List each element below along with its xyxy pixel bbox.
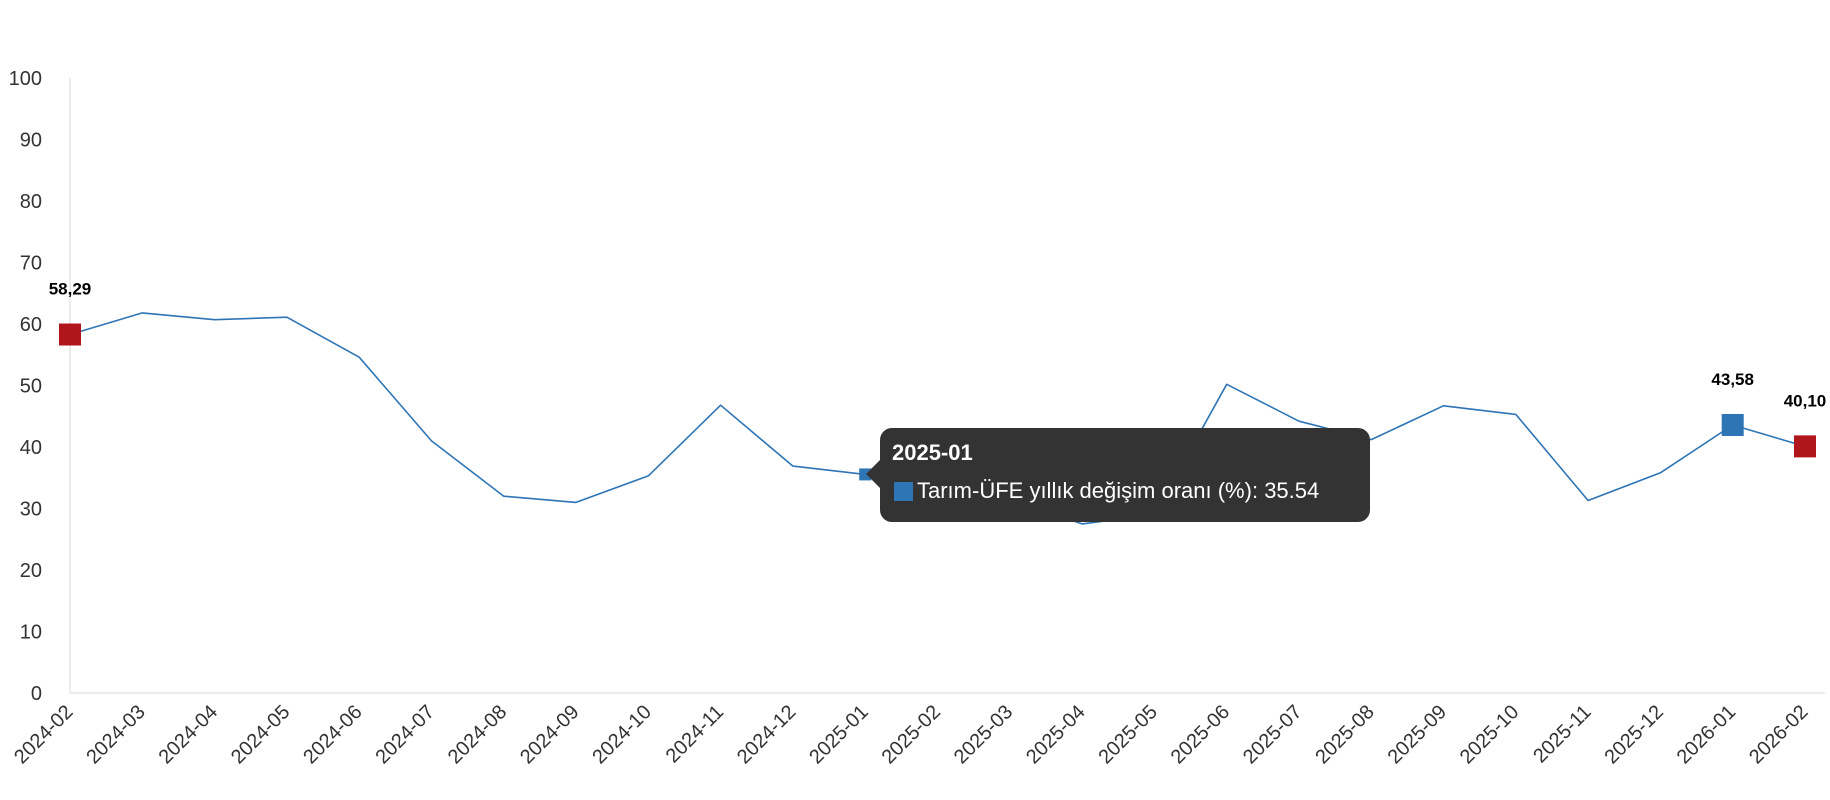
- y-tick-label: 0: [31, 683, 42, 705]
- point-marker[interactable]: [59, 323, 81, 346]
- point-marker[interactable]: [1794, 435, 1816, 458]
- x-tick-label: 2024-03: [82, 701, 149, 768]
- y-tick-label: 90: [20, 130, 42, 152]
- y-axis-ticks: 0 10 20 30 40 50 60 70 80 90 100: [9, 68, 42, 705]
- x-tick-label: 2024-10: [588, 701, 655, 768]
- tooltip-swatch: [894, 482, 913, 501]
- x-tick-label: 2026-02: [1745, 701, 1812, 768]
- x-tick-label: 2024-05: [227, 701, 294, 768]
- y-tick-label: 100: [9, 68, 42, 90]
- data-label: 40,10: [1784, 391, 1827, 410]
- x-tick-label: 2025-08: [1311, 701, 1378, 768]
- y-tick-label: 30: [20, 499, 42, 521]
- x-tick-label: 2025-02: [878, 701, 945, 768]
- x-tick-label: 2024-04: [155, 701, 222, 768]
- x-tick-label: 2025-12: [1600, 701, 1667, 768]
- y-tick-label: 50: [20, 376, 42, 398]
- y-tick-label: 20: [20, 560, 42, 582]
- y-tick-label: 40: [20, 437, 42, 459]
- axes: [69, 78, 1825, 694]
- x-tick-label: 2025-09: [1384, 701, 1451, 768]
- y-tick-label: 10: [20, 622, 42, 644]
- tooltip-value: 35.54: [1264, 478, 1320, 503]
- x-tick-label: 2024-11: [662, 701, 728, 767]
- x-axis-ticks: 2024-02 2024-03 2024-04 2024-05 2024-06 2024-…: [10, 701, 1812, 768]
- x-tick-label: 2025-01: [805, 701, 872, 768]
- data-label: 43,58: [1711, 370, 1754, 389]
- x-tick-label: 2025-07: [1239, 701, 1306, 768]
- x-tick-label: 2024-07: [372, 701, 439, 768]
- x-tick-label: 2025-11: [1529, 701, 1595, 767]
- tooltip-arrow: [866, 460, 880, 488]
- tooltip-title: 2025-01: [892, 440, 973, 465]
- data-label: 58,29: [49, 280, 92, 299]
- x-tick-label: 2025-10: [1456, 701, 1523, 768]
- y-tick-label: 60: [20, 314, 42, 336]
- y-tick-label: 70: [20, 253, 42, 275]
- x-tick-label: 2024-12: [733, 701, 800, 768]
- tooltip: 2025-01 Tarım-ÜFE yıllık değişim oranı (…: [866, 428, 1370, 522]
- x-tick-label: 2024-02: [10, 701, 77, 768]
- tooltip-separator: :: [1251, 478, 1265, 503]
- tooltip-row: Tarım-ÜFE yıllık değişim oranı (%): 35.5…: [894, 478, 1319, 504]
- x-tick-label: 2025-06: [1167, 701, 1234, 768]
- x-tick-label: 2025-03: [950, 701, 1017, 768]
- x-tick-label: 2024-08: [444, 701, 511, 768]
- x-tick-label: 2025-05: [1094, 701, 1161, 768]
- tooltip-series-name: Tarım-ÜFE yıllık değişim oranı (%): [917, 478, 1252, 503]
- y-tick-label: 80: [20, 191, 42, 213]
- x-tick-label: 2024-06: [299, 701, 366, 768]
- x-tick-label: 2026-01: [1673, 701, 1740, 768]
- point-marker[interactable]: [1721, 413, 1744, 436]
- x-tick-label: 2024-09: [516, 701, 583, 768]
- x-tick-label: 2025-04: [1022, 701, 1089, 768]
